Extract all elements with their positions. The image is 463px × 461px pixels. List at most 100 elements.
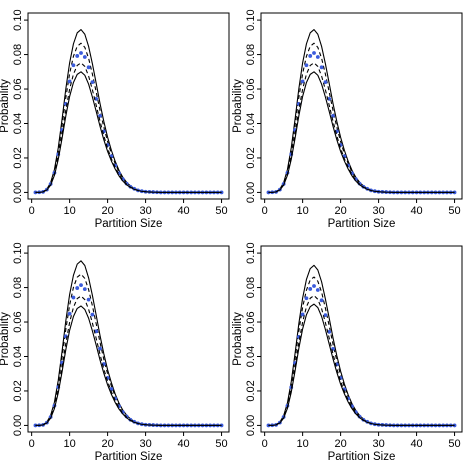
x-tick-label: 30 (139, 438, 151, 450)
plot-frame (260, 12, 463, 200)
data-point (67, 311, 72, 316)
y-tick-label: 0.02 (12, 147, 24, 168)
data-point (323, 80, 328, 85)
chart-panel-4: 0 10 20 30 40 50 0.00 0.02 0.04 0.06 0.08 0.10 Parti… (232, 242, 463, 461)
x-tick-label: 10 (297, 438, 309, 450)
data-point (75, 286, 80, 290)
y-tick-label: 0.10 (245, 242, 257, 263)
y-tick-label: 0.02 (12, 380, 24, 401)
series-line-solid (35, 305, 222, 426)
x-tick-label: 30 (139, 205, 151, 217)
y-tick-label: 0.06 (245, 78, 257, 99)
data-point (308, 287, 313, 291)
chart-panel-1: 0 10 20 30 40 50 0.00 0.02 0.04 0.06 0.08 0.10 Parti… (0, 9, 230, 230)
data-point (90, 312, 95, 317)
y-tick-label: 0.08 (12, 44, 24, 65)
data-point (86, 65, 91, 70)
data-point (79, 283, 83, 288)
data-point (67, 79, 72, 84)
x-axis-label: Partition Size (328, 218, 396, 230)
y-axis-label: Probability (232, 79, 244, 133)
y-tick-label: 0.00 (12, 182, 24, 203)
y-tick-label: 0.06 (245, 311, 257, 332)
y-tick-label: 0.04 (245, 346, 257, 367)
data-point (308, 54, 313, 58)
x-tick-label: 40 (177, 438, 189, 450)
chart-panel-3: 0 10 20 30 40 50 0.00 0.02 0.04 0.06 0.08 0.10 Parti… (0, 242, 230, 461)
data-point (71, 295, 76, 300)
data-point (323, 313, 328, 318)
data-point (327, 329, 332, 334)
x-tick-label: 10 (297, 205, 309, 217)
x-tick-label: 50 (448, 438, 460, 450)
series-line-solid (35, 71, 222, 193)
data-point (312, 284, 316, 288)
x-tick-label: 20 (334, 205, 346, 217)
x-tick-label: 50 (215, 438, 227, 450)
x-tick-label: 0 (262, 438, 268, 450)
data-point (86, 297, 91, 302)
data-point (300, 312, 305, 317)
y-tick-label: 0.06 (12, 78, 24, 99)
x-tick-label: 20 (334, 438, 346, 450)
series-line-dashed (268, 62, 455, 193)
data-point (94, 329, 99, 334)
x-tick-label: 0 (29, 205, 35, 217)
data-point (304, 296, 309, 301)
x-tick-label: 30 (372, 438, 384, 450)
x-tick-label: 50 (448, 205, 460, 217)
x-tick-label: 0 (29, 438, 35, 450)
series-line-solid (268, 303, 455, 426)
y-tick-label: 0.10 (12, 242, 24, 263)
y-tick-label: 0.00 (245, 415, 257, 436)
y-axis-label: Probability (232, 312, 244, 366)
data-point (315, 55, 320, 59)
y-tick-label: 0.00 (12, 415, 24, 436)
plot-frame (27, 12, 230, 200)
y-tick-label: 0.00 (245, 182, 257, 203)
data-point (319, 65, 324, 70)
x-tick-label: 20 (101, 205, 113, 217)
data-point (82, 287, 87, 292)
x-tick-label: 40 (177, 205, 189, 217)
series-line-dashed (35, 295, 222, 426)
x-tick-label: 20 (101, 438, 113, 450)
panels: 0 10 20 30 40 50 0.00 0.02 0.04 0.06 0.08 0.10 Parti… (0, 9, 463, 461)
x-tick-label: 40 (410, 438, 422, 450)
data-point (315, 288, 320, 292)
x-axis-label: Partition Size (95, 218, 163, 230)
x-axis-label: Partition Size (328, 451, 396, 461)
x-tick-label: 30 (372, 205, 384, 217)
plot-frame (260, 245, 463, 433)
data-point (319, 298, 324, 303)
y-tick-label: 0.10 (12, 9, 24, 30)
x-tick-label: 0 (262, 205, 268, 217)
data-point (82, 55, 87, 59)
y-tick-label: 0.04 (12, 346, 24, 367)
y-tick-label: 0.06 (12, 311, 24, 332)
x-tick-label: 10 (64, 438, 76, 450)
x-tick-label: 40 (410, 205, 422, 217)
y-tick-label: 0.08 (12, 277, 24, 298)
data-point (71, 63, 76, 68)
data-point (312, 51, 316, 55)
data-point (79, 51, 83, 55)
plot-frame (27, 245, 230, 433)
series-line-solid (268, 71, 455, 193)
data-point (300, 79, 305, 84)
y-axis-label: Probability (0, 312, 11, 366)
chart-panel-2: 0 10 20 30 40 50 0.00 0.02 0.04 0.06 0.08 0.10 Parti… (232, 9, 463, 230)
y-tick-label: 0.08 (245, 44, 257, 65)
data-point (98, 346, 102, 351)
data-point (90, 80, 95, 85)
data-point (109, 387, 114, 391)
y-tick-label: 0.04 (12, 113, 24, 134)
y-tick-label: 0.10 (245, 9, 257, 30)
y-tick-label: 0.04 (245, 113, 257, 134)
x-axis-label: Partition Size (95, 451, 163, 461)
data-point (304, 63, 309, 68)
y-axis-label: Probability (0, 79, 11, 133)
data-point (75, 54, 80, 58)
